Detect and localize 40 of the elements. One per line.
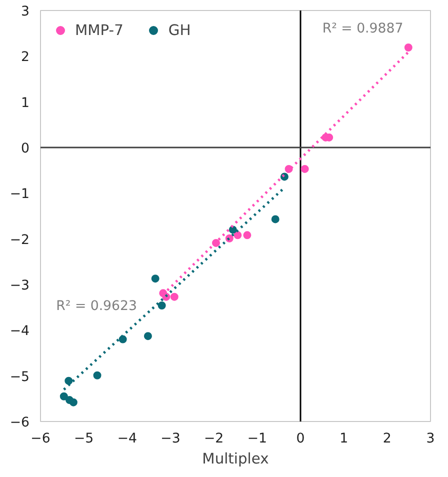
y-tick-label: −1 (10, 187, 30, 202)
point (271, 215, 280, 224)
point (404, 43, 412, 52)
x-tick-label: 2 (382, 432, 392, 446)
x-tick-label: −6 (30, 432, 50, 446)
y-tick-label: −5 (10, 370, 30, 385)
point (151, 274, 160, 283)
point (212, 238, 220, 247)
y-tick-label: −2 (10, 232, 30, 248)
y-tick-label: −4 (10, 324, 30, 340)
point (60, 392, 68, 400)
point (118, 335, 127, 344)
point (158, 302, 166, 310)
x-tick-label: −3 (160, 432, 180, 446)
x-tick-label: 0 (296, 432, 305, 446)
y-tick-label: −6 (10, 416, 30, 430)
x-tick-label: −4 (117, 432, 137, 446)
y-tick-label: 0 (21, 142, 30, 156)
legend-label: GH (168, 22, 191, 38)
x-tick-label: −1 (247, 432, 267, 446)
x-tick-label: 1 (340, 432, 348, 446)
point (144, 332, 152, 340)
annotation: R² = 0.9623 (56, 298, 137, 314)
point (170, 292, 178, 301)
point (93, 371, 102, 380)
x-axis-title: Multiplex (202, 450, 270, 468)
legend-label: MMP-7 (75, 22, 124, 38)
y-tick-label: 2 (21, 50, 30, 66)
annotation: R² = 0.9887 (322, 21, 404, 36)
y-tick-label: 3 (21, 4, 30, 20)
x-tick-label: 3 (426, 432, 435, 446)
point (64, 376, 73, 385)
point (300, 164, 309, 173)
point (234, 231, 242, 240)
y-tick-label: 1 (21, 96, 30, 111)
point (243, 231, 252, 240)
x-tick-label: −2 (204, 432, 224, 446)
x-tick-label: −5 (74, 432, 94, 446)
point (69, 398, 78, 406)
y-tick-label: −3 (10, 278, 30, 294)
